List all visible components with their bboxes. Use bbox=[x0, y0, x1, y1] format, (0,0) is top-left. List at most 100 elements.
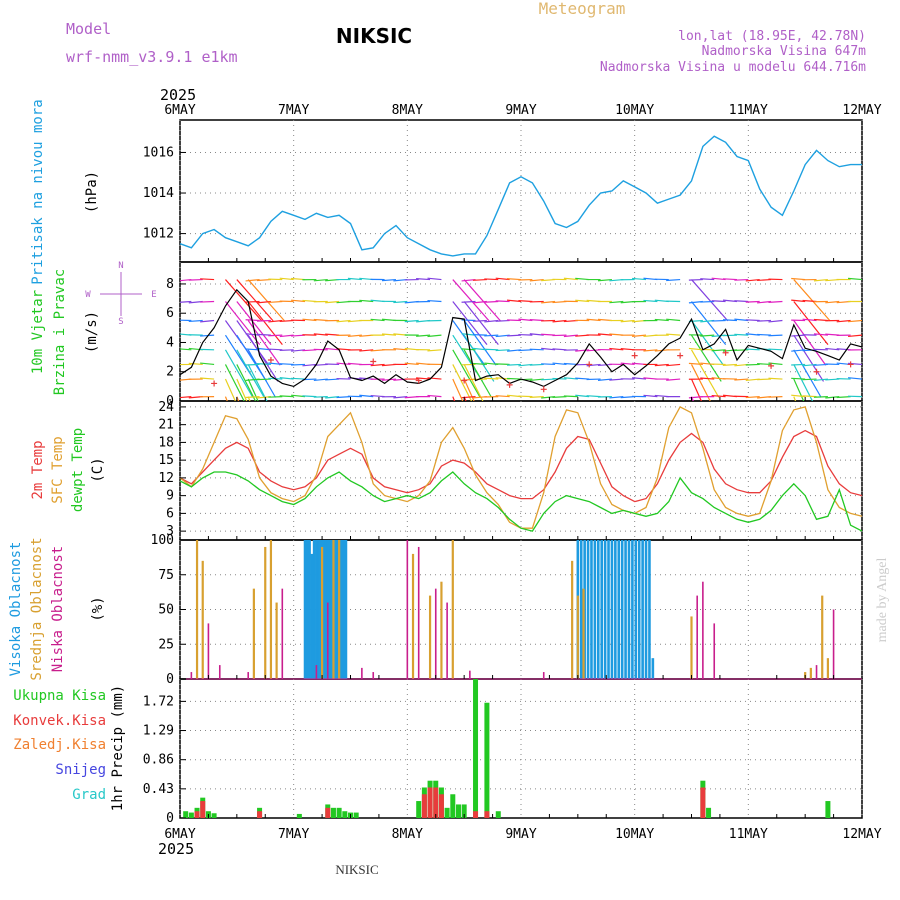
conv-rain-bar bbox=[484, 811, 490, 818]
wind-arrow bbox=[666, 363, 681, 367]
wind-arrow bbox=[700, 377, 715, 380]
conv-rain-bar bbox=[200, 801, 206, 818]
high-cloud-bar bbox=[620, 540, 624, 679]
high-cloud-bar bbox=[607, 540, 610, 679]
wind-arrow bbox=[793, 279, 831, 322]
wind-arrow bbox=[620, 362, 635, 366]
wind-arrow bbox=[236, 349, 265, 398]
wind-arrow bbox=[518, 395, 533, 398]
wind-gust-point bbox=[677, 352, 684, 359]
model-label: Model bbox=[66, 20, 111, 38]
mid-cloud-bar bbox=[195, 540, 199, 679]
wind-arrow bbox=[711, 349, 726, 352]
y-tick-label: 3 bbox=[166, 524, 174, 539]
wind-arrow bbox=[745, 278, 760, 282]
temp-label-1: 2m Temp bbox=[30, 440, 46, 499]
model-name: wrf-nmm_v3.9.1 e1km bbox=[66, 48, 238, 66]
high-cloud-bar bbox=[586, 540, 590, 679]
high-cloud-bar bbox=[324, 540, 327, 679]
wind-arrow bbox=[495, 300, 510, 303]
pressure-label: Pritisak na nivou mora bbox=[30, 99, 46, 284]
wind-arrow bbox=[745, 300, 760, 303]
mid-cloud-bar bbox=[571, 560, 574, 679]
wind-arrow bbox=[247, 334, 279, 382]
wind-arrow bbox=[236, 396, 240, 401]
wind-arrow bbox=[484, 278, 499, 281]
wind-arrow bbox=[825, 396, 840, 399]
wind-arrow bbox=[825, 347, 840, 351]
low-cloud-bar bbox=[542, 672, 545, 679]
wind-arrow bbox=[506, 377, 522, 380]
x-tick-label-top: 8MAY bbox=[392, 103, 423, 118]
wind-arrow bbox=[745, 319, 760, 322]
wind-arrow bbox=[529, 348, 544, 351]
mid-cloud-bar bbox=[451, 540, 454, 679]
wind-arrow bbox=[245, 396, 260, 399]
x-tick-label-top: 12MAY bbox=[842, 103, 881, 118]
high-cloud-bar bbox=[308, 540, 311, 679]
wind-arrow bbox=[224, 396, 228, 401]
mid-cloud-bar bbox=[821, 595, 824, 679]
year-bottom: 2025 bbox=[158, 840, 194, 858]
high-cloud-bar bbox=[610, 540, 614, 679]
wind-arrow bbox=[632, 377, 647, 380]
wind-arrow bbox=[757, 333, 772, 336]
wind-arrow bbox=[552, 319, 567, 323]
wind-arrow bbox=[427, 299, 442, 303]
wind-arrow bbox=[690, 364, 711, 401]
high-cloud-bar bbox=[306, 540, 309, 679]
total-rain-bar bbox=[183, 811, 189, 818]
wind-gust-point bbox=[722, 349, 729, 356]
high-cloud-bar bbox=[328, 540, 332, 679]
wind-arrow bbox=[325, 347, 340, 351]
wind-arrow bbox=[461, 300, 476, 303]
low-cloud-bar bbox=[218, 665, 221, 679]
wind-arrow bbox=[552, 396, 567, 398]
wind-arrow bbox=[245, 348, 260, 351]
high-cloud-bar bbox=[342, 540, 345, 679]
wind-arrow bbox=[313, 378, 328, 382]
conv-rain-bar bbox=[427, 787, 433, 818]
wind-arrow bbox=[541, 363, 556, 366]
wind-arrow bbox=[666, 378, 681, 381]
mid-cloud-bar bbox=[411, 553, 415, 679]
wind-arrow bbox=[793, 364, 814, 401]
y-tick-label: 0 bbox=[166, 811, 174, 826]
high-cloud-bar bbox=[637, 540, 641, 679]
low-cloud-bar bbox=[696, 595, 698, 679]
wind-arrow bbox=[768, 319, 783, 323]
wind-arrow bbox=[529, 333, 544, 336]
wind-arrow bbox=[506, 334, 522, 337]
wind-arrow bbox=[484, 377, 499, 380]
mid-cloud-bar bbox=[582, 588, 585, 679]
low-cloud-bar bbox=[406, 540, 409, 679]
y-tick-label: 25 bbox=[158, 637, 174, 652]
low-cloud-bar bbox=[815, 665, 818, 679]
total-rain-bar bbox=[296, 813, 302, 818]
wind-arrow bbox=[518, 349, 533, 352]
wind-arrow bbox=[563, 377, 578, 380]
wind-arrow bbox=[768, 300, 783, 303]
wind-arrow bbox=[768, 396, 783, 398]
wind-arrow bbox=[381, 278, 397, 282]
total-rain-bar bbox=[450, 794, 456, 818]
wind-arrow bbox=[247, 396, 251, 401]
legend-conv: Konvek.Kisa bbox=[13, 713, 106, 729]
high-cloud-bar bbox=[593, 540, 597, 679]
wind-arrow bbox=[813, 278, 828, 282]
wind-arrow bbox=[247, 364, 268, 401]
high-cloud-bar bbox=[579, 540, 583, 679]
wind-arrow bbox=[541, 378, 556, 381]
y-tick-label: 9 bbox=[166, 489, 174, 504]
wind-arrow bbox=[711, 394, 726, 398]
wind-arrow bbox=[200, 362, 215, 366]
wind-arrow bbox=[666, 333, 681, 336]
total-rain-bar bbox=[461, 804, 467, 818]
wind-label-2: Brzina i Pravac bbox=[52, 269, 68, 395]
low-cloud-bar bbox=[247, 672, 249, 679]
wind-arrow bbox=[236, 378, 248, 401]
wind-arrow bbox=[793, 301, 829, 345]
low-cloud-bar bbox=[207, 623, 210, 679]
x-tick-label-bottom: 8MAY bbox=[392, 827, 423, 842]
wind-arrow bbox=[722, 278, 737, 281]
